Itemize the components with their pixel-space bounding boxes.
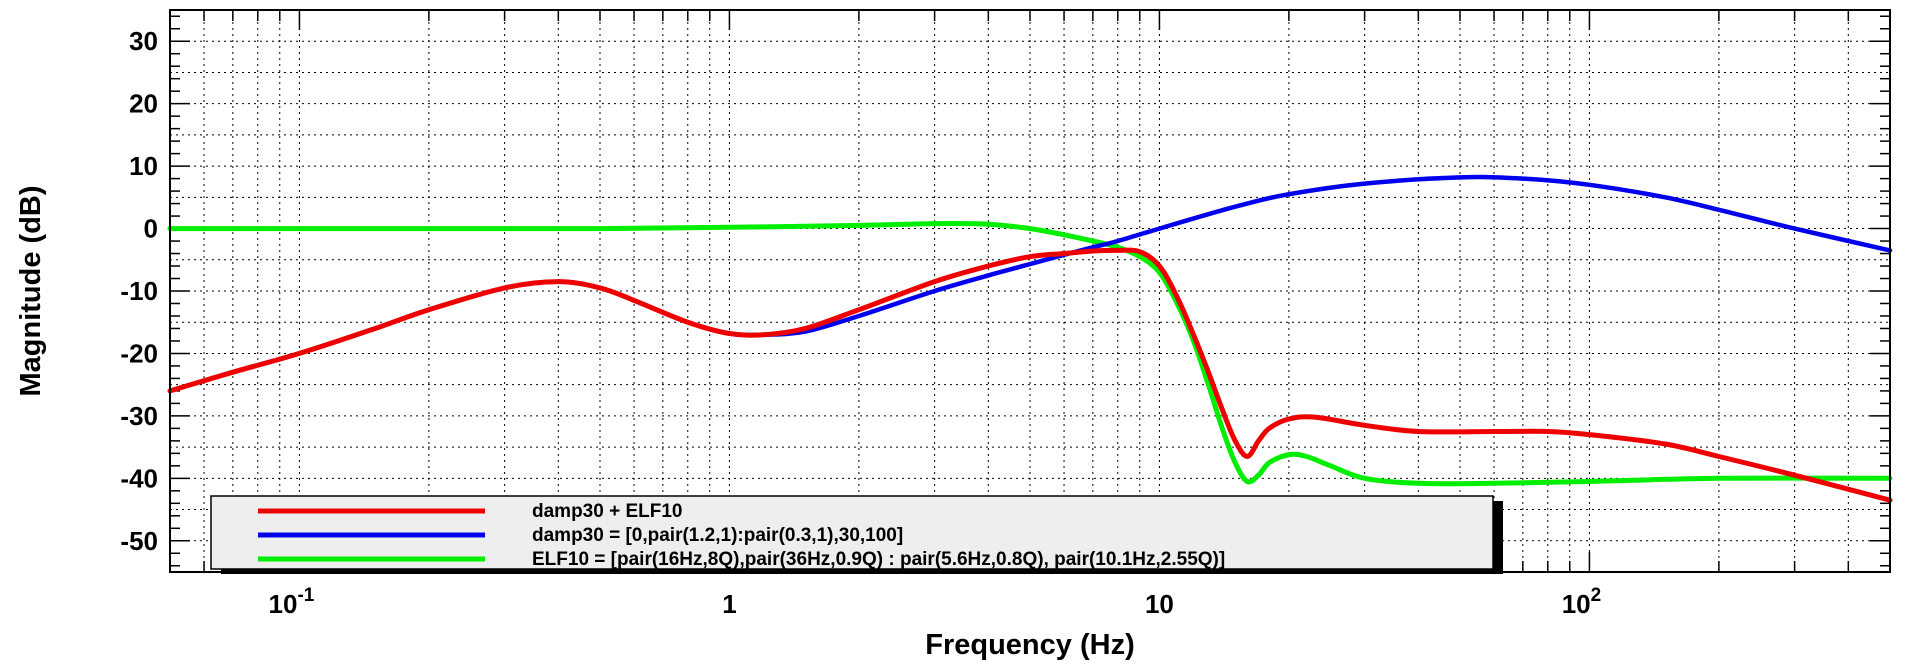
y-tick-label: 30 xyxy=(129,26,158,56)
x-tick-label: 10 xyxy=(1145,589,1174,619)
y-tick-label: -20 xyxy=(120,338,158,368)
legend-label: damp30 = [0,pair(1.2,1):pair(0.3,1),30,1… xyxy=(532,525,903,546)
y-tick-label: -40 xyxy=(120,463,158,493)
legend-entries: damp30 + ELF10 damp30 = [0,pair(1.2,1):pa… xyxy=(258,501,1225,570)
y-tick-label: -30 xyxy=(120,401,158,431)
legend-label: damp30 + ELF10 xyxy=(532,501,682,522)
x-tick-label: 1 xyxy=(722,589,736,619)
x-tick-label: 102 xyxy=(1562,585,1602,619)
series-line-damp30-elf10 xyxy=(167,247,1893,503)
legend: damp30 + ELF10 damp30 = [0,pair(1.2,1):pa… xyxy=(210,495,1503,574)
y-tick-label: -50 xyxy=(120,526,158,556)
x-tick-labels: 10-1 1 10 102 xyxy=(269,585,1602,619)
y-axis-title: Magnitude (dB) xyxy=(15,185,47,396)
series-lines xyxy=(167,174,1893,503)
x-tick-label: 10-1 xyxy=(269,585,315,619)
y-tick-label: 20 xyxy=(129,89,158,119)
x-axis-title: Frequency (Hz) xyxy=(925,629,1134,661)
y-tick-label: 10 xyxy=(129,151,158,181)
y-tick-label: 0 xyxy=(144,214,158,244)
y-tick-labels: 30 20 10 0 -10 -20 -30 -40 -50 xyxy=(120,26,158,556)
y-tick-label: -10 xyxy=(120,276,158,306)
legend-label: ELF10 = [pair(16Hz,8Q),pair(36Hz,0.9Q) :… xyxy=(532,549,1225,570)
